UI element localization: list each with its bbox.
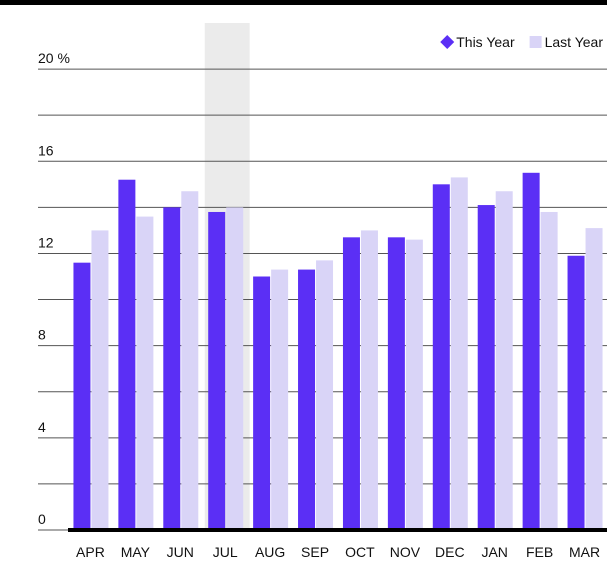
x-tick-label: JUL (213, 544, 238, 560)
bar (208, 211, 226, 531)
y-tick-label: 4 (38, 419, 46, 435)
bar (181, 191, 199, 530)
y-tick-label: 20 % (38, 50, 70, 66)
bar (360, 230, 378, 530)
bar (271, 269, 289, 530)
x-tick-label: APR (76, 544, 105, 560)
x-tick-label: OCT (345, 544, 375, 560)
bar (387, 237, 405, 530)
bar (118, 179, 136, 530)
y-tick-label: 8 (38, 327, 46, 343)
bar (226, 207, 244, 530)
bar (298, 269, 316, 530)
bar (91, 230, 109, 530)
bar (585, 228, 603, 530)
bar (163, 207, 181, 530)
bar (450, 177, 468, 530)
y-tick-label: 0 (38, 511, 46, 527)
bar (405, 239, 423, 531)
bar (342, 237, 360, 530)
bar (477, 205, 495, 531)
x-tick-label: MAR (569, 544, 600, 560)
bar (253, 276, 271, 530)
x-tick-label: AUG (255, 544, 285, 560)
x-tick-label: NOV (390, 544, 421, 560)
legend-label: This Year (456, 34, 515, 50)
x-tick-label: JAN (481, 544, 507, 560)
y-tick-label: 12 (38, 234, 54, 250)
x-tick-label: MAY (121, 544, 151, 560)
top-bar (0, 0, 607, 5)
y-tick-label: 16 (38, 142, 54, 158)
bar (540, 211, 558, 531)
x-tick-label: JUN (167, 544, 194, 560)
bar (567, 255, 585, 530)
x-tick-label: SEP (301, 544, 329, 560)
x-tick-label: DEC (435, 544, 465, 560)
bar (316, 260, 334, 530)
legend-key (440, 35, 455, 49)
bar (495, 191, 513, 530)
legend-label: Last Year (545, 34, 604, 50)
bar (432, 184, 450, 530)
bar (73, 262, 91, 530)
bar (522, 172, 540, 530)
x-tick-label: FEB (526, 544, 553, 560)
legend-key (529, 36, 542, 48)
bar (136, 216, 154, 530)
